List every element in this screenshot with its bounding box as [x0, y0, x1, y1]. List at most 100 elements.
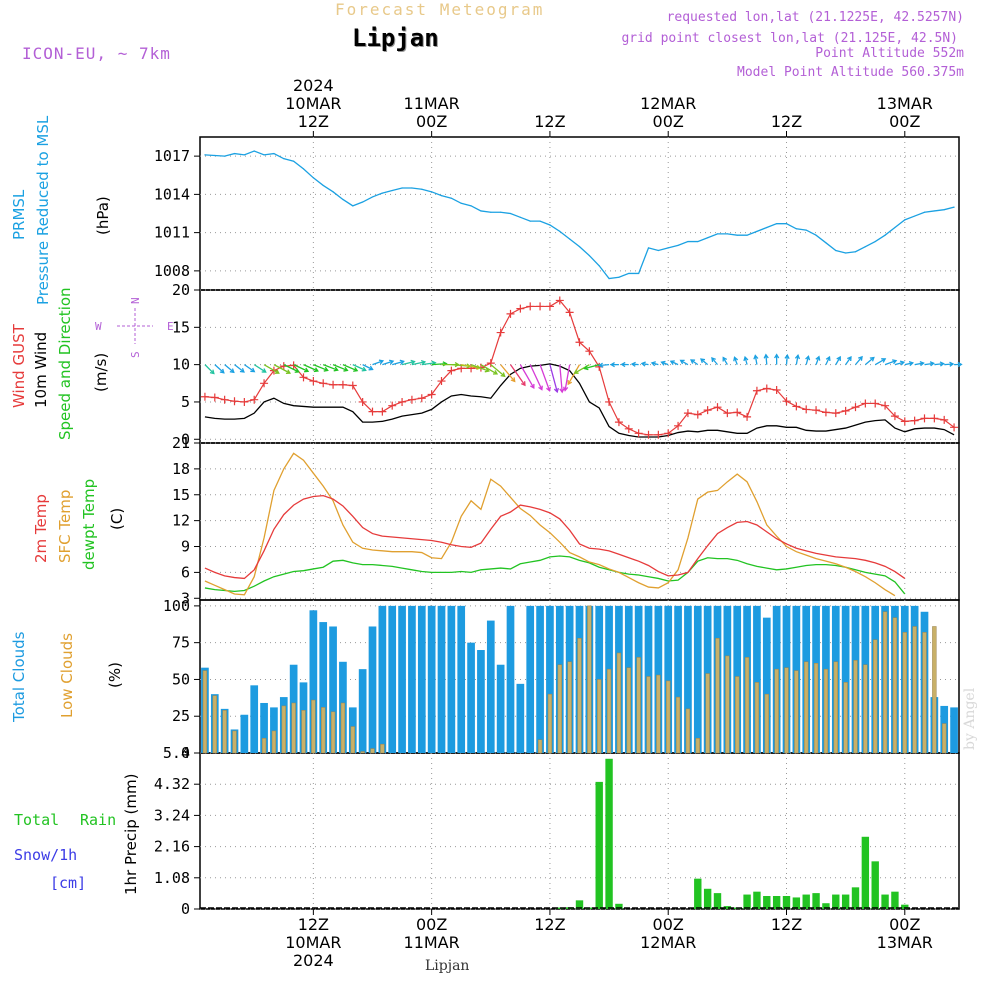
y-tick-label: 20: [172, 281, 190, 299]
pressure-point: [943, 209, 945, 211]
wind-arrow-head: [294, 368, 300, 373]
wind-arrow: [362, 364, 373, 371]
wind-arrow-head: [219, 368, 225, 374]
pressure-point: [421, 188, 423, 190]
compass-rose: W E N S: [95, 297, 174, 358]
compass-w: W: [95, 320, 102, 333]
pressure-line: [204, 150, 955, 280]
wind-arrow-head: [763, 353, 769, 359]
wind-arrow-head: [743, 355, 749, 362]
low-cloud-bar: [537, 739, 543, 754]
pressure-point: [214, 154, 216, 157]
pressure-point: [628, 272, 630, 275]
bottom-time-label: 13MAR: [877, 933, 933, 952]
wind-arrow: [421, 362, 436, 366]
y-tick-label: 6: [181, 563, 190, 581]
wind-gust-marker: [920, 414, 929, 423]
wind-arrow-head: [609, 362, 615, 368]
total-cloud-bar: [546, 605, 554, 753]
total-cloud-bar: [506, 605, 515, 753]
pressure-point: [825, 242, 827, 244]
pressure-point: [431, 191, 433, 193]
clouds-label-1: Low Clouds: [58, 633, 76, 718]
wind-gust-marker: [861, 399, 870, 408]
wind-arrow: [785, 355, 788, 365]
low-cloud-bar: [202, 670, 208, 754]
total-cloud-bar: [398, 605, 406, 753]
y-tick-label: 9: [181, 538, 190, 556]
wind-arrow: [372, 360, 384, 366]
total-cloud-bar: [270, 707, 278, 753]
pressure-point: [401, 187, 403, 189]
y-tick-label: 1008: [154, 262, 190, 280]
rain-bar: [723, 906, 732, 909]
wind-gust-marker: [299, 373, 308, 382]
wind-arrow: [342, 364, 358, 372]
wind-gust-marker: [644, 430, 653, 439]
low-cloud-bar: [715, 638, 720, 754]
wind-arrow-head: [538, 385, 543, 391]
pressure-point: [953, 206, 955, 208]
low-cloud-bar: [873, 639, 878, 754]
wind-gust-marker: [851, 403, 860, 412]
wind-arrow: [690, 359, 699, 366]
low-cloud-bar: [813, 663, 819, 754]
wind-arrow: [313, 364, 328, 372]
pressure-point: [736, 234, 738, 236]
wind-arrow: [411, 361, 426, 366]
total-cloud-bar: [319, 622, 328, 753]
wind-arrow-head: [836, 355, 841, 361]
wind-arrow: [934, 363, 944, 366]
top-time-label: 2024: [293, 76, 334, 95]
wind-arrow: [733, 357, 738, 365]
low-cloud-bar: [922, 632, 927, 754]
y-tick-label: 3.24: [154, 806, 190, 824]
total-cloud-bar: [684, 605, 692, 753]
wind-arrow: [722, 357, 728, 365]
wind-gust-marker: [220, 395, 229, 404]
rain-bar: [615, 903, 623, 909]
y-tick-label: 0: [181, 430, 190, 448]
y-tick-label: 0: [181, 744, 190, 762]
wind-arrow-head: [389, 359, 395, 365]
wind-arrow-head: [949, 361, 955, 367]
pressure-point: [312, 177, 314, 179]
wind-arrow: [509, 364, 526, 386]
wind-arrow: [914, 362, 924, 366]
pressure-point: [440, 195, 443, 197]
wind-arrow: [944, 363, 954, 366]
wind-unit: (m/s): [92, 353, 110, 392]
wind-arrow-head: [333, 366, 339, 372]
wind-arrow: [382, 360, 394, 366]
pressure-label-1: PRMSL: [10, 189, 28, 240]
wind-arrow: [744, 356, 748, 365]
pressure-point: [766, 226, 768, 229]
wind-arrow-head: [794, 354, 801, 360]
low-cloud-bar: [350, 726, 355, 754]
low-cloud-bar: [360, 751, 365, 754]
rain-bar: [605, 758, 613, 909]
wind-arrow-head: [815, 355, 821, 361]
low-cloud-bar: [902, 632, 907, 754]
wind-gust-marker: [910, 416, 919, 425]
wind-arrow-head: [209, 369, 215, 375]
wind-gust-marker: [624, 424, 633, 433]
rain-bar: [901, 904, 909, 909]
wind-arrow-head: [753, 354, 759, 360]
wind-arrow: [519, 364, 535, 389]
wind-gust-marker: [398, 397, 407, 406]
pressure-point: [302, 168, 305, 170]
low-cloud-bar: [340, 702, 346, 754]
pressure-point: [578, 246, 581, 248]
wind-gust-marker: [831, 409, 840, 418]
wind-gust-marker: [802, 405, 811, 414]
wind-gust-marker: [693, 410, 702, 419]
total-cloud-bar: [753, 605, 761, 753]
wind-arrow: [805, 356, 810, 365]
wind-arrow: [263, 364, 280, 374]
product-title: Forecast Meteogram: [335, 0, 545, 19]
compass-n: N: [129, 297, 142, 304]
total-cloud-bar: [378, 605, 387, 753]
pressure-point: [776, 223, 778, 225]
wind-arrow: [549, 364, 558, 393]
